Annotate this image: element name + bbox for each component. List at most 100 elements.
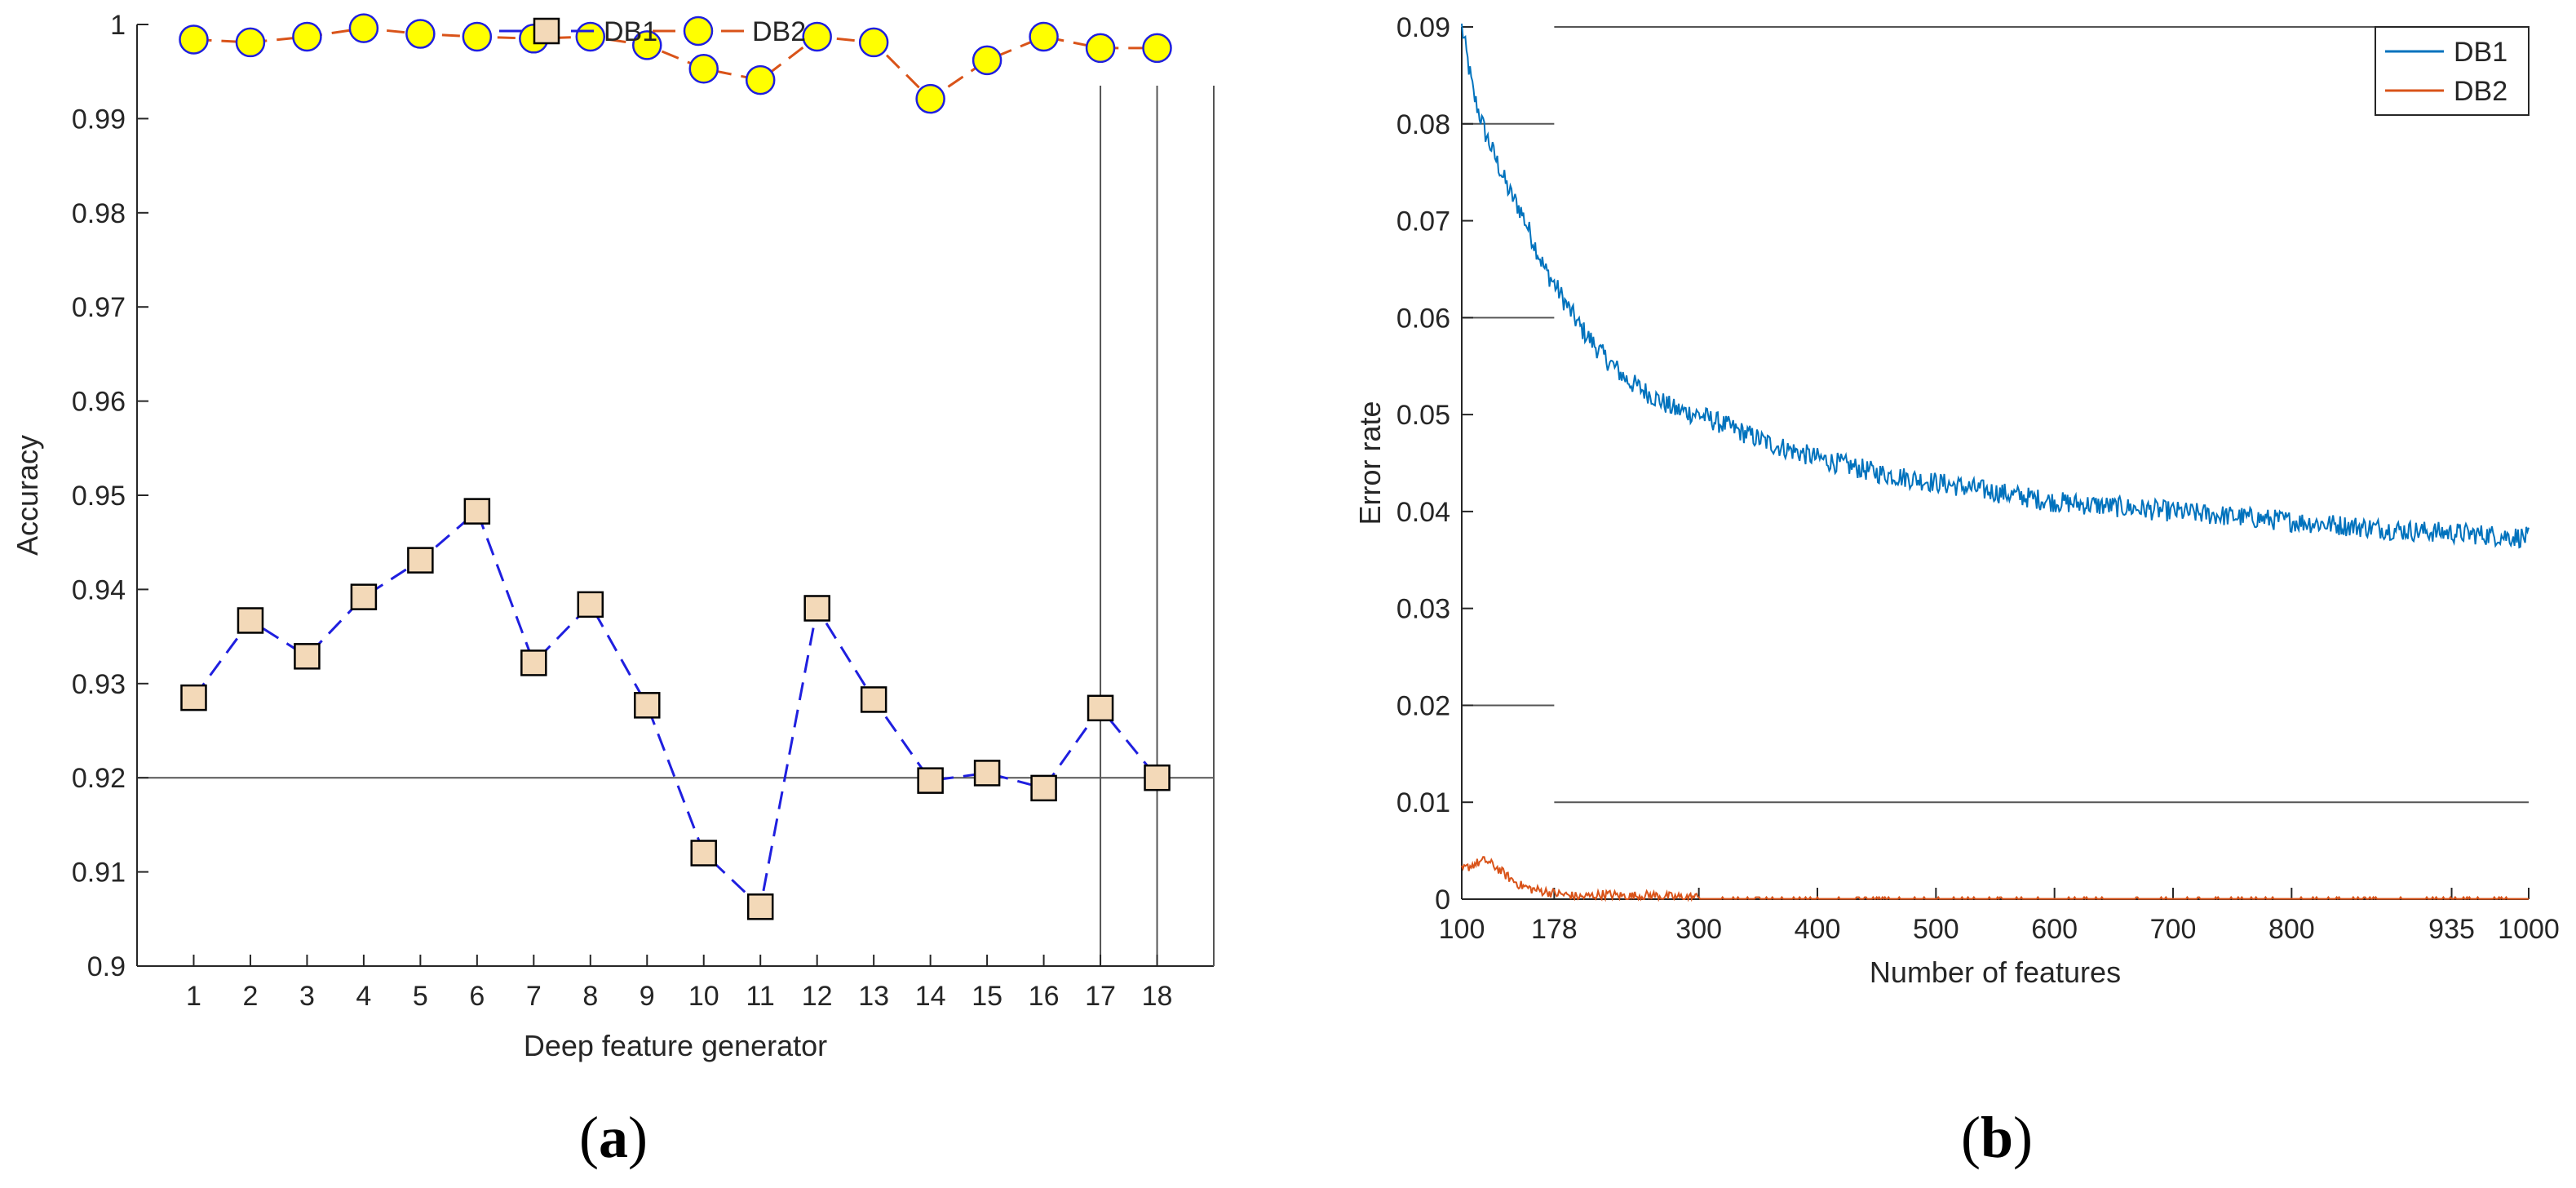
x-tick-label: 1 bbox=[186, 981, 201, 1012]
x-tick-label: 10 bbox=[688, 981, 719, 1012]
x-tick-label: 5 bbox=[413, 981, 428, 1012]
series-line-DB2 bbox=[193, 27, 1157, 101]
x-tick-label: 800 bbox=[2268, 914, 2315, 945]
y-tick-label: 0.05 bbox=[1396, 400, 1450, 431]
data-point-DB2 bbox=[688, 53, 719, 84]
y-tick-label: 0.97 bbox=[72, 292, 126, 323]
y-tick-label: 0.9 bbox=[87, 951, 126, 982]
x-tick-label: 3 bbox=[299, 981, 315, 1012]
y-tick-label: 0.93 bbox=[72, 669, 126, 700]
x-tick-label: 600 bbox=[2031, 914, 2078, 945]
panel-b: 0 0.01 0.02 0.03 0.04 0.05 0.06 0.07 0.08 0.09 100… bbox=[1353, 12, 2560, 1170]
data-point-DB1 bbox=[690, 840, 717, 867]
y-tick-label: 1 bbox=[110, 10, 126, 41]
data-point-DB1 bbox=[1087, 694, 1114, 722]
data-point-DB1 bbox=[803, 595, 830, 622]
y-tick-label: 0.98 bbox=[72, 198, 126, 229]
legend-label-DB1: DB1 bbox=[2454, 37, 2507, 68]
y-axis-label: Error rate bbox=[1353, 401, 1387, 525]
x-tick-label: 178 bbox=[1531, 914, 1578, 945]
data-point-DB1 bbox=[973, 760, 1001, 787]
data-point-DB1 bbox=[294, 643, 321, 670]
x-tick-label: 11 bbox=[746, 981, 775, 1012]
data-point-DB1 bbox=[237, 607, 264, 634]
data-point-DB2 bbox=[235, 27, 266, 58]
data-point-DB2 bbox=[348, 13, 379, 43]
x-tick-label: 8 bbox=[582, 981, 598, 1012]
data-point-DB2 bbox=[802, 21, 832, 52]
x-tick-label: 15 bbox=[972, 981, 1003, 1012]
x-axis-label: Number of features bbox=[1870, 955, 2121, 989]
data-point-DB2 bbox=[292, 21, 322, 52]
y-tick-label: 0.06 bbox=[1396, 303, 1450, 334]
y-tick-label: 0.99 bbox=[72, 104, 126, 135]
y-tick-label: 0.04 bbox=[1396, 497, 1450, 528]
data-point-DB1 bbox=[407, 547, 434, 574]
legend-label-DB2: DB2 bbox=[752, 16, 806, 47]
data-point-DB1 bbox=[463, 498, 491, 525]
data-point-DB2 bbox=[405, 19, 436, 49]
x-tick-label: 6 bbox=[469, 981, 485, 1012]
y-tick-label: 0.94 bbox=[72, 574, 126, 605]
data-point-DB1 bbox=[350, 583, 378, 610]
data-point-DB2 bbox=[462, 21, 493, 52]
x-axis-label: Deep feature generator bbox=[524, 1029, 827, 1062]
y-tick-label: 0 bbox=[1435, 884, 1450, 915]
x-tick-label: 13 bbox=[858, 981, 889, 1012]
y-tick-label: 0.91 bbox=[72, 858, 126, 889]
data-point-DB1 bbox=[577, 591, 604, 618]
data-point-DB2 bbox=[1142, 33, 1172, 64]
x-tick-label: 1000 bbox=[2498, 914, 2560, 945]
data-point-DB2 bbox=[1029, 21, 1059, 52]
legend-marker-DB1 bbox=[533, 17, 560, 45]
x-tick-label: 935 bbox=[2428, 914, 2475, 945]
legend: DB1 DB2 bbox=[499, 16, 806, 47]
x-tick-label: 14 bbox=[915, 981, 946, 1012]
series-line-DB1 bbox=[193, 509, 1158, 910]
data-point-DB1 bbox=[746, 893, 774, 920]
y-tick-label: 0.95 bbox=[72, 481, 126, 512]
data-point-DB2 bbox=[915, 83, 945, 114]
x-tick-label: 700 bbox=[2150, 914, 2197, 945]
y-axis-label: Accuracy bbox=[11, 435, 44, 556]
x-tick-label: 12 bbox=[802, 981, 833, 1012]
y-tick-label: 0.01 bbox=[1396, 787, 1450, 818]
x-tick-label: 7 bbox=[526, 981, 542, 1012]
x-tick-label: 100 bbox=[1439, 914, 1485, 945]
series-line-DB2 bbox=[1461, 856, 2529, 902]
data-point-DB1 bbox=[180, 684, 207, 711]
data-point-DB2 bbox=[1085, 33, 1116, 64]
y-tick-label: 0.07 bbox=[1396, 206, 1450, 237]
data-point-DB2 bbox=[972, 45, 1003, 76]
data-point-DB2 bbox=[632, 30, 662, 60]
panel-a: 0.9 0.91 0.92 0.93 0.94 0.95 0.96 0.97 0.98 0.99 1… bbox=[11, 10, 1215, 1170]
data-point-DB1 bbox=[1144, 764, 1171, 791]
data-point-DB1 bbox=[917, 767, 944, 794]
data-point-DB1 bbox=[1030, 774, 1057, 802]
y-tick-label: 0.08 bbox=[1396, 109, 1450, 140]
panel-label-b: (b) bbox=[1961, 1105, 2033, 1170]
y-tick-label: 0.92 bbox=[72, 763, 126, 794]
data-point-DB2 bbox=[179, 24, 209, 55]
legend-label-DB2: DB2 bbox=[2454, 76, 2507, 107]
data-point-DB1 bbox=[520, 649, 547, 676]
data-point-DB1 bbox=[860, 686, 887, 713]
data-point-DB2 bbox=[575, 21, 606, 52]
x-tick-label: 2 bbox=[242, 981, 258, 1012]
x-tick-label: 400 bbox=[1795, 914, 1841, 945]
data-point-DB2 bbox=[858, 27, 889, 58]
x-tick-label: 300 bbox=[1675, 914, 1722, 945]
x-tick-label: 9 bbox=[640, 981, 655, 1012]
series-line-DB1 bbox=[1461, 23, 2530, 549]
x-tick-label: 4 bbox=[356, 981, 371, 1012]
data-point-DB2 bbox=[745, 64, 776, 95]
x-tick-label: 17 bbox=[1085, 981, 1116, 1012]
legend-box bbox=[2375, 26, 2530, 116]
y-tick-label: 0.96 bbox=[72, 387, 126, 418]
y-tick-label: 0.03 bbox=[1396, 594, 1450, 625]
x-tick-label: 16 bbox=[1029, 981, 1060, 1012]
legend-label-DB1: DB1 bbox=[604, 16, 657, 47]
x-tick-label: 18 bbox=[1142, 981, 1173, 1012]
